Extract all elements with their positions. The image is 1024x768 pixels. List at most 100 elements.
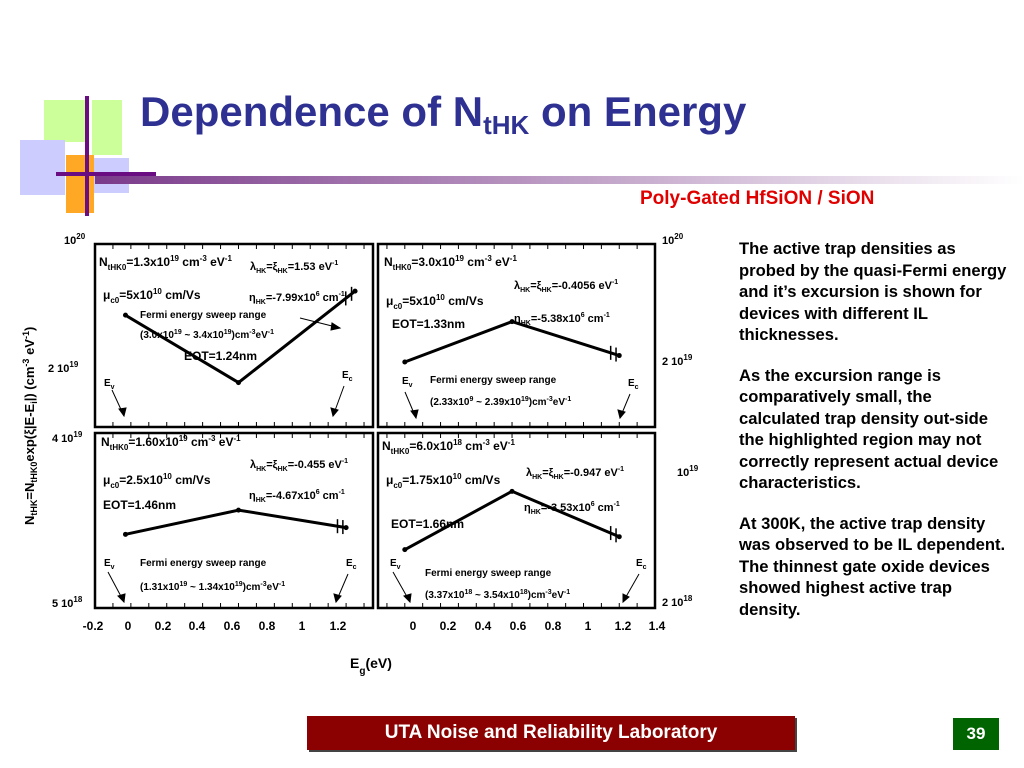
data-point [352, 288, 358, 294]
x-tick-label: 0.4 [189, 619, 206, 633]
y-axis-title: NtHK=NtHK0exp(ξ|E-Ei|) (cm-3 eV-1) [21, 327, 39, 525]
ev-label: Ev [104, 378, 115, 391]
paragraph-2: As the excursion range is comparatively … [739, 365, 999, 493]
x-tick-label: 0.6 [224, 619, 241, 633]
x-tick-label: 1.4 [649, 619, 666, 633]
data-point [509, 488, 515, 494]
x-tick-label: 0.8 [545, 619, 562, 633]
eta-label: ηHK=-3.53x106 cm-1 [524, 501, 620, 516]
y-tick-tr-top: 1020 [662, 232, 684, 247]
panel-frame-top-right [376, 242, 657, 429]
subtitle: Poly-Gated HfSiON / SiON [640, 188, 875, 209]
y-tick-bl-top: 4 1019 [52, 430, 83, 445]
sweep-range: (3.0x1019 ~ 3.4x1019)cm-3eV-1 [140, 329, 274, 341]
ec-label: Ec [342, 370, 353, 383]
panel-annotations-bottom-right: NtHK0=6.0x1018 cm-3 eV-1 λHK=ξHK=-0.947 … [382, 438, 647, 601]
lambda-label: λHK=ξHK=-0.947 eV-1 [526, 466, 624, 481]
eta-label: ηHK=-7.99x106 cm-1 [249, 291, 345, 306]
ev-label: Ev [390, 558, 401, 571]
eot-label: EOT=1.33nm [392, 317, 465, 331]
decor-hline [56, 172, 156, 176]
x-tick-label: -0.2 [83, 619, 104, 633]
panel-annotations-top-right: NtHK0=3.0x1019 cm-3 eV-1 λHK=ξHK=-0.4056… [384, 254, 639, 408]
n-thk0-label: NtHK0=3.0x1019 cm-3 eV-1 [384, 254, 517, 272]
page-title: Dependence of NtHK on Energy [140, 88, 747, 140]
decor-square-4 [66, 155, 94, 213]
y-tick-tr-bottom: 2 1019 [662, 353, 693, 368]
eot-label: EOT=1.24nm [184, 349, 257, 363]
data-point [616, 353, 622, 359]
x-tick-label: 0 [410, 619, 417, 633]
x-tick-label: 1 [299, 619, 306, 633]
x-tick-label: 0.2 [155, 619, 172, 633]
mu-label: μc0=5x1010 cm/Vs [103, 287, 201, 305]
eot-label: EOT=1.46nm [103, 498, 176, 512]
paragraph-1: The active trap densities as probed by t… [739, 239, 1007, 344]
n-thk0-label: NtHK0=1.3x1019 cm-3 eV-1 [99, 254, 232, 272]
panel-frame-top-left [93, 242, 375, 429]
paragraph-3: At 300K, the active trap density was obs… [739, 513, 1006, 619]
panel-frame-bottom-right [376, 431, 657, 610]
lambda-label: λHK=ξHK=-0.455 eV-1 [250, 458, 348, 473]
eot-label: EOT=1.66nm [391, 517, 464, 531]
n-thk0-label: NtHK0=6.0x1018 cm-3 eV-1 [382, 438, 515, 456]
n-thk0-label: NtHK0=1.60x1019 cm-3 eV-1 [101, 434, 241, 452]
sweep-label: Fermi energy sweep range [425, 568, 552, 579]
sweep-range: (2.33x109 ~ 2.39x1019)cm-3eV-1 [430, 396, 571, 408]
eta-label: ηHK=-4.67x106 cm-1 [249, 489, 345, 504]
ev-label: Ev [402, 376, 413, 389]
x-tick-label: 0.8 [259, 619, 276, 633]
x-tick-label: 0.2 [440, 619, 457, 633]
sweep-range: (3.37x1018 ~ 3.54x1018)cm-3eV-1 [425, 589, 570, 601]
mu-label: μc0=2.5x1010 cm/Vs [103, 472, 211, 490]
lambda-label: λHK=ξHK=1.53 eV-1 [250, 260, 338, 275]
y-tick-br-top: 1019 [677, 464, 699, 479]
x-tick-label: 0.6 [510, 619, 527, 633]
page-number: 39 [953, 718, 999, 750]
data-point [509, 319, 515, 325]
panel-frame-bottom-left [93, 431, 375, 610]
decor-square-3 [20, 140, 65, 195]
y-tick-tl-bottom: 2 1019 [48, 360, 79, 375]
y-tick-br-bottom: 2 1018 [662, 594, 693, 609]
ec-label: Ec [346, 558, 357, 571]
x-axis-title: Eg(eV) [350, 655, 392, 677]
y-tick-tl-top: 1020 [64, 232, 86, 247]
sweep-label: Fermi energy sweep range [140, 558, 267, 569]
ec-label: Ec [636, 558, 647, 571]
data-point [402, 547, 408, 553]
data-point [616, 534, 622, 540]
data-point [343, 525, 349, 531]
data-point [402, 359, 408, 365]
panel-annotations-top-left: NtHK0=1.3x1019 cm-3 eV-1 λHK=ξHK=1.53 eV… [99, 254, 353, 391]
x-tick-label: 1 [585, 619, 592, 633]
decor-square-2 [92, 100, 122, 155]
series-line-bottom_left [125, 508, 347, 536]
mu-label: μc0=5x1010 cm/Vs [386, 293, 484, 311]
data-point [235, 507, 241, 513]
data-point [235, 380, 241, 386]
x-tick-label: 1.2 [615, 619, 632, 633]
x-tick-label: 0.4 [475, 619, 492, 633]
decor-vline [85, 96, 89, 216]
sweep-label: Fermi energy sweep range [140, 310, 267, 321]
x-tick-label: 1.2 [330, 619, 347, 633]
data-point [122, 531, 128, 537]
side-description: The active trap densities as probed by t… [739, 238, 1009, 639]
annotation-arrows [107, 317, 640, 604]
sweep-label: Fermi energy sweep range [430, 375, 557, 386]
eta-label: ηHK=-5.38x106 cm-1 [514, 312, 610, 327]
title-gradient-line [95, 176, 1024, 184]
x-tick-label: 0 [125, 619, 132, 633]
decor-square-1 [44, 100, 86, 142]
lambda-label: λHK=ξHK=-0.4056 eV-1 [514, 279, 618, 294]
ec-label: Ec [628, 378, 639, 391]
panel-annotations-bottom-left: NtHK0=1.60x1019 cm-3 eV-1 λHK=ξHK=-0.455… [101, 434, 357, 593]
mu-label: μc0=1.75x1010 cm/Vs [386, 472, 501, 490]
footer-banner: UTA Noise and Reliability Laboratory [307, 716, 795, 750]
sweep-range: (1.31x1019 ~ 1.34x1019)cm-3eV-1 [140, 581, 285, 593]
ev-label: Ev [104, 558, 115, 571]
y-tick-bl-bottom: 5 1018 [52, 595, 83, 610]
data-point [122, 312, 128, 318]
